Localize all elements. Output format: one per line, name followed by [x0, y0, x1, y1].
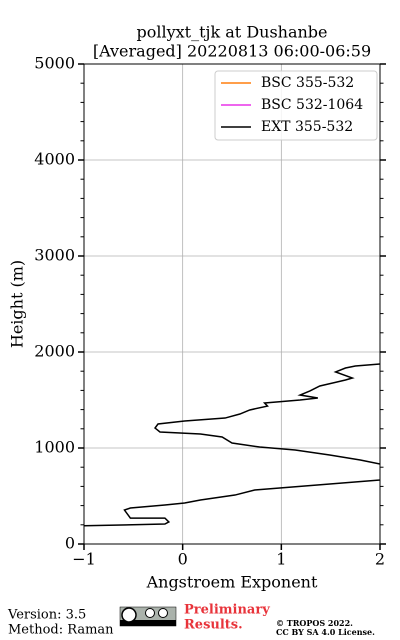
y-tick-label: 3000 [34, 246, 75, 265]
legend-label: BSC 532-1064 [261, 97, 363, 113]
plot-frame [83, 63, 381, 545]
y-tick-label: 1000 [34, 438, 75, 457]
x-tick-label: 2 [375, 550, 385, 569]
version: Version: 3.5 [7, 608, 86, 623]
y-tick-label: 5000 [34, 54, 75, 73]
legend-label: EXT 355-532 [261, 119, 353, 135]
cc-logo [119, 606, 177, 627]
chart-subtitle: [Averaged] 20220813 06:00-06:59 [93, 42, 371, 61]
x-axis-label: Angstroem Exponent [146, 573, 318, 592]
method: Method: Raman [8, 623, 114, 638]
x-tick-label: −1 [72, 550, 96, 569]
series-line [84, 363, 380, 527]
chart-title: pollyxt_tjk at Dushanbe [136, 23, 327, 42]
x-tick-label: 1 [276, 550, 286, 569]
legend-box [214, 70, 378, 141]
legend-label: BSC 355-532 [261, 75, 354, 91]
license: CC BY SA 4.0 License. [276, 627, 375, 637]
x-tick-label: 0 [178, 550, 188, 569]
preliminary: Preliminary [184, 603, 270, 618]
y-tick-label: 2000 [34, 342, 75, 361]
copyright: © TROPOS 2022. [276, 618, 353, 628]
y-tick-label: 0 [65, 534, 75, 553]
legend: BSC 355-532 BSC 532-1064 EXT 355-532 [221, 75, 363, 135]
results: Results. [184, 618, 243, 633]
y-tick-label: 4000 [34, 150, 75, 169]
y-axis-label: Height (m) [8, 260, 27, 348]
